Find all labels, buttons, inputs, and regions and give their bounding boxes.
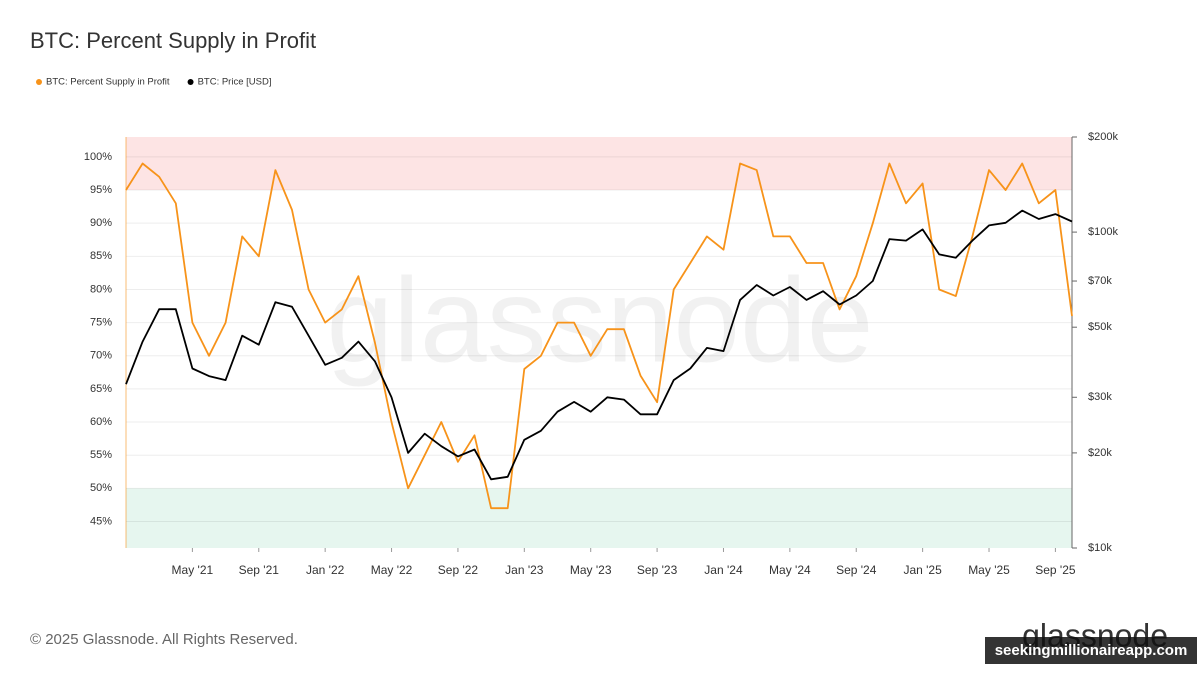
x-tick-label: Jan '22 <box>306 563 345 577</box>
x-tick-label: Sep '22 <box>438 563 479 577</box>
x-tick-label: May '24 <box>769 563 811 577</box>
y-tick-label: 90% <box>90 217 112 229</box>
y2-tick-label: $30k <box>1088 391 1112 403</box>
legend-label: BTC: Price [USD] <box>198 77 272 88</box>
y-tick-label: 60% <box>90 416 112 428</box>
legend-marker <box>36 79 42 85</box>
chart-title: BTC: Percent Supply in Profit <box>30 28 316 53</box>
y-tick-label: 50% <box>90 482 112 494</box>
y-tick-label: 65% <box>90 383 112 395</box>
x-tick-label: Sep '23 <box>637 563 678 577</box>
zone-band <box>126 137 1072 191</box>
x-tick-label: Sep '24 <box>836 563 877 577</box>
y2-tick-label: $200k <box>1088 131 1118 143</box>
legend-marker <box>187 79 194 85</box>
legend-label: BTC: Percent Supply in Profit <box>46 77 170 88</box>
y2-tick-label: $20k <box>1088 447 1112 459</box>
x-tick-label: Sep '25 <box>1035 563 1076 577</box>
x-tick-label: Sep '21 <box>239 563 280 577</box>
y-tick-label: 55% <box>90 449 112 461</box>
y-tick-label: 70% <box>90 350 112 362</box>
y2-tick-label: $100k <box>1088 226 1118 238</box>
y-tick-label: 80% <box>90 283 112 295</box>
y2-tick-label: $70k <box>1088 275 1112 287</box>
y-tick-label: 45% <box>90 515 112 527</box>
y-tick-label: 100% <box>84 151 112 163</box>
x-tick-label: Jan '25 <box>903 563 942 577</box>
footer: © 2025 Glassnode. All Rights Reserved. <box>30 631 298 648</box>
series-line <box>125 209 1073 481</box>
y2-tick-label: $50k <box>1088 321 1112 333</box>
x-tick-label: May '25 <box>968 563 1010 577</box>
zone-band <box>126 488 1072 548</box>
series-line <box>125 162 1073 510</box>
y-tick-label: 95% <box>90 184 112 196</box>
y2-tick-label: $10k <box>1088 542 1112 554</box>
x-tick-label: May '23 <box>570 563 612 577</box>
x-tick-label: Jan '23 <box>505 563 544 577</box>
x-tick-label: Jan '24 <box>704 563 743 577</box>
watermark: glassnode <box>326 254 873 388</box>
credit: seekingmillionaireapp.com <box>995 642 1188 659</box>
credit-badge <box>985 637 1197 664</box>
y-tick-label: 85% <box>90 250 112 262</box>
y-tick-label: 75% <box>90 317 112 329</box>
x-tick-label: May '21 <box>172 563 214 577</box>
x-tick-label: May '22 <box>371 563 413 577</box>
